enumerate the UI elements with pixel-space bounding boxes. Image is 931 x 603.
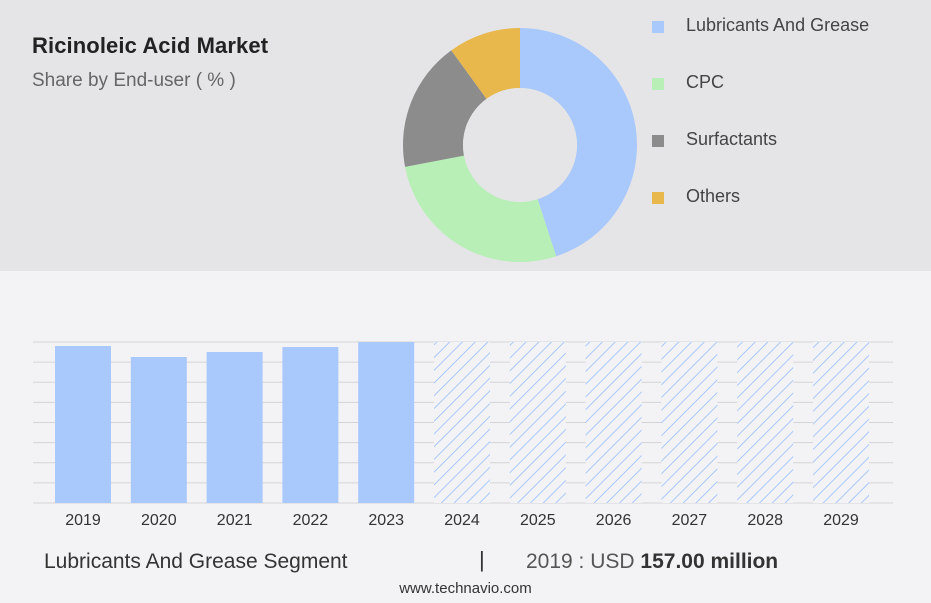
legend-swatch-lubricants	[652, 21, 664, 33]
legend-label-surfactants: Surfactants	[686, 129, 778, 149]
x-tick-label-2024: 2024	[444, 512, 480, 529]
legend-label-lubricants: Lubricants And Grease	[686, 15, 870, 35]
legend-swatch-others	[652, 192, 664, 204]
x-tick-label-2025: 2025	[520, 512, 556, 529]
bar-2021	[206, 352, 263, 503]
bar-forecast-2028	[737, 342, 794, 503]
bar-forecast-2029	[813, 342, 869, 503]
x-tick-label-2027: 2027	[672, 512, 708, 529]
legend-item-cpc: CPC	[652, 69, 922, 99]
x-tick-label-2026: 2026	[596, 512, 632, 529]
donut-chart	[403, 28, 638, 263]
x-tick-label-2021: 2021	[217, 512, 253, 529]
footer-year-prefix: 2019 : USD	[526, 550, 635, 573]
donut-slice-surfactants	[403, 50, 487, 167]
legend-swatch-surfactants	[652, 135, 664, 147]
bar-chart: 2019 2020 2021 2022 2023 2024 2025 2026 2027 2028…	[33, 341, 893, 529]
legend-swatch-cpc	[652, 78, 664, 90]
bar-forecast-2024	[434, 342, 490, 503]
bar-2019	[55, 346, 111, 503]
legend-item-lubricants: Lubricants And Grease	[652, 12, 922, 42]
x-tick-label-2023: 2023	[368, 512, 404, 529]
bar-forecast-2027	[661, 342, 718, 503]
donut-hole	[463, 88, 577, 202]
donut-slice-others	[451, 28, 520, 99]
chart-title: Ricinoleic Acid Market	[32, 33, 269, 58]
donut-slice-lubricants-and-grease	[520, 28, 638, 257]
bar-2023	[358, 342, 415, 503]
footer-url: www.technavio.com	[399, 580, 532, 597]
legend-item-surfactants: Surfactants	[652, 126, 922, 156]
x-tick-label-2028: 2028	[747, 512, 783, 529]
footer-value: 2019 : USD 157.00 million	[526, 550, 778, 574]
footer-divider: |	[479, 547, 485, 572]
chart-subtitle: Share by End-user ( % )	[32, 70, 236, 91]
legend-item-others: Others	[652, 183, 922, 213]
x-tick-label-2020: 2020	[141, 512, 177, 529]
legend-label-cpc: CPC	[686, 72, 725, 92]
x-tick-label-2029: 2029	[823, 512, 859, 529]
bar-2022	[282, 347, 339, 503]
x-tick-label-2022: 2022	[293, 512, 329, 529]
x-tick-label-2019: 2019	[65, 512, 101, 529]
donut-slice-cpc	[405, 155, 557, 263]
bar-forecast-2026	[585, 342, 642, 503]
footer-segment-label: Lubricants And Grease Segment	[44, 550, 348, 573]
bar-2020	[130, 357, 187, 503]
legend-label-others: Others	[686, 186, 741, 206]
bar-forecast-2025	[509, 342, 566, 503]
footer-value-amount: 157.00 million	[640, 550, 779, 573]
